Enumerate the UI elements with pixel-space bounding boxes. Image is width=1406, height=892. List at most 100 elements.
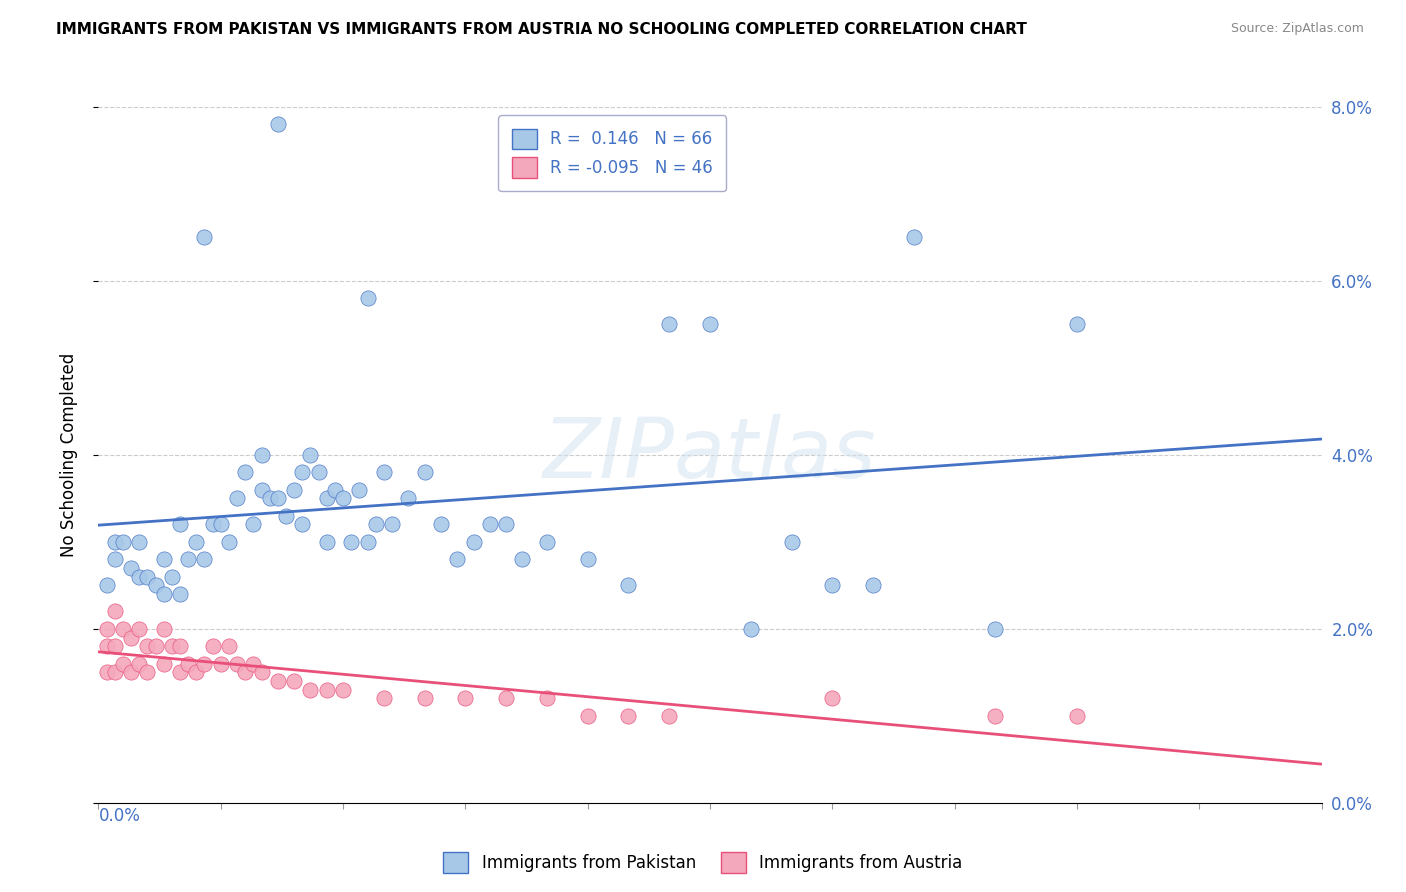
- Point: [862, 578, 884, 592]
- Point: [984, 708, 1007, 723]
- Point: [104, 534, 127, 549]
- Point: [145, 639, 167, 653]
- Point: [226, 491, 249, 506]
- Point: [111, 622, 134, 636]
- Point: [96, 622, 118, 636]
- Point: [218, 639, 240, 653]
- Point: [267, 674, 290, 689]
- Point: [536, 534, 558, 549]
- Text: 0.0%: 0.0%: [98, 807, 141, 825]
- Point: [821, 691, 844, 706]
- Point: [576, 708, 599, 723]
- Point: [332, 491, 354, 506]
- Point: [177, 657, 200, 671]
- Point: [446, 552, 468, 566]
- Point: [658, 318, 681, 332]
- Point: [136, 570, 159, 584]
- Point: [340, 534, 363, 549]
- Point: [267, 491, 290, 506]
- Point: [740, 622, 762, 636]
- Point: [169, 517, 191, 532]
- Point: [242, 517, 264, 532]
- Point: [152, 657, 174, 671]
- Legend: Immigrants from Pakistan, Immigrants from Austria: Immigrants from Pakistan, Immigrants fro…: [437, 846, 969, 880]
- Point: [120, 665, 142, 680]
- Point: [413, 691, 436, 706]
- Point: [120, 631, 142, 645]
- Point: [576, 552, 599, 566]
- Point: [226, 657, 249, 671]
- Point: [364, 517, 387, 532]
- Point: [145, 578, 167, 592]
- Point: [209, 657, 232, 671]
- Point: [617, 578, 640, 592]
- Point: [495, 691, 517, 706]
- Point: [104, 605, 127, 619]
- Point: [128, 570, 150, 584]
- Point: [413, 466, 436, 480]
- Point: [903, 230, 925, 244]
- Point: [821, 578, 844, 592]
- Point: [512, 552, 534, 566]
- Point: [209, 517, 232, 532]
- Point: [120, 561, 142, 575]
- Point: [128, 534, 150, 549]
- Point: [152, 552, 174, 566]
- Point: [259, 491, 281, 506]
- Point: [96, 639, 118, 653]
- Point: [201, 517, 224, 532]
- Point: [104, 552, 127, 566]
- Point: [128, 622, 150, 636]
- Point: [478, 517, 501, 532]
- Point: [233, 466, 256, 480]
- Point: [315, 534, 337, 549]
- Point: [111, 534, 134, 549]
- Point: [315, 682, 337, 697]
- Point: [332, 682, 354, 697]
- Point: [250, 483, 273, 497]
- Point: [323, 483, 346, 497]
- Point: [96, 665, 118, 680]
- Point: [169, 587, 191, 601]
- Point: [193, 552, 215, 566]
- Point: [381, 517, 404, 532]
- Point: [193, 657, 215, 671]
- Y-axis label: No Schooling Completed: No Schooling Completed: [59, 353, 77, 557]
- Point: [308, 466, 330, 480]
- Point: [218, 534, 240, 549]
- Point: [291, 517, 314, 532]
- Point: [267, 117, 290, 131]
- Point: [299, 682, 322, 697]
- Legend: R =  0.146   N = 66, R = -0.095   N = 46: R = 0.146 N = 66, R = -0.095 N = 46: [498, 115, 725, 191]
- Point: [1066, 708, 1088, 723]
- Point: [136, 639, 159, 653]
- Text: Source: ZipAtlas.com: Source: ZipAtlas.com: [1230, 22, 1364, 36]
- Point: [283, 674, 305, 689]
- Point: [250, 665, 273, 680]
- Point: [984, 622, 1007, 636]
- Point: [617, 708, 640, 723]
- Point: [274, 508, 297, 523]
- Point: [283, 483, 305, 497]
- Point: [152, 622, 174, 636]
- Point: [495, 517, 517, 532]
- Point: [291, 466, 314, 480]
- Point: [454, 691, 477, 706]
- Point: [111, 657, 134, 671]
- Point: [152, 587, 174, 601]
- Point: [780, 534, 803, 549]
- Point: [96, 578, 118, 592]
- Point: [430, 517, 453, 532]
- Point: [299, 448, 322, 462]
- Point: [349, 483, 371, 497]
- Point: [169, 665, 191, 680]
- Point: [128, 657, 150, 671]
- Point: [104, 639, 127, 653]
- Point: [250, 448, 273, 462]
- Point: [201, 639, 224, 653]
- Point: [658, 708, 681, 723]
- Point: [193, 230, 215, 244]
- Point: [186, 534, 208, 549]
- Point: [160, 570, 183, 584]
- Point: [169, 639, 191, 653]
